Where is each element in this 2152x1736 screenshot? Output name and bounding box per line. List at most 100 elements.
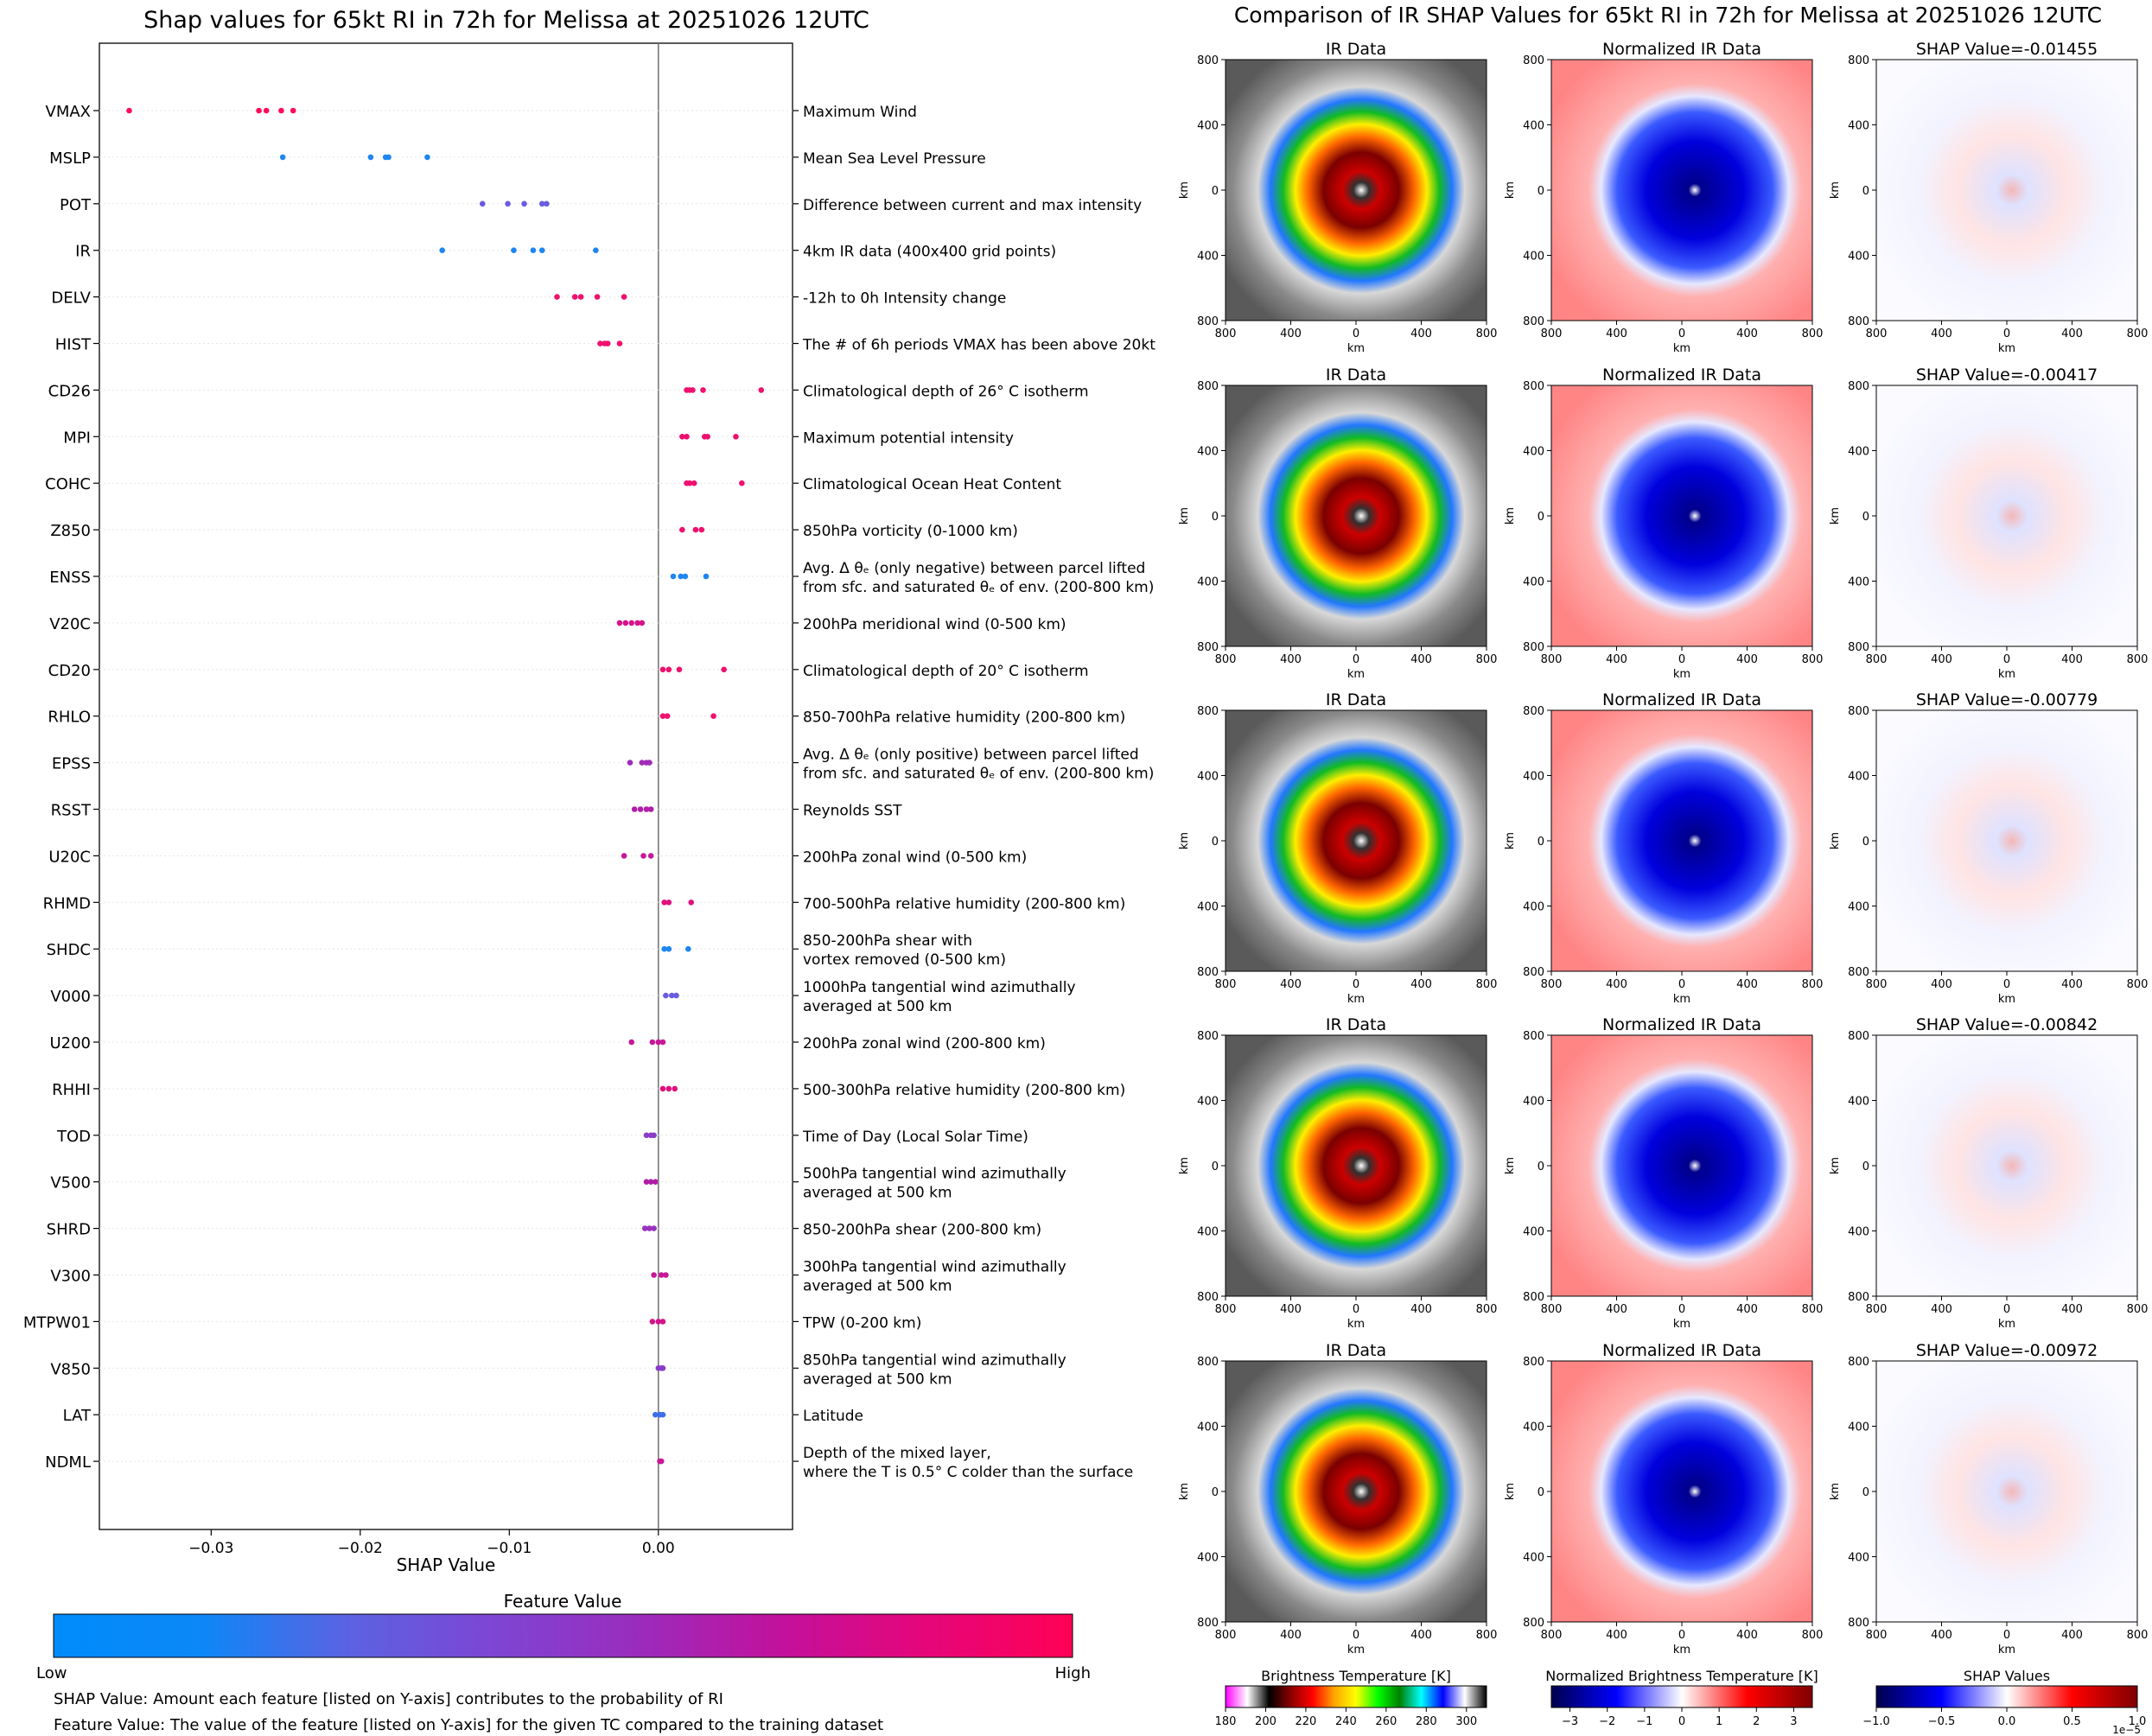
feature-desc-ndml: Depth of the mixed layer, (803, 1445, 991, 1462)
feature-label-tod: TOD (56, 1128, 91, 1146)
panel-title: Normalized IR Data (1602, 1015, 1761, 1034)
panel-image (1876, 710, 2137, 971)
x-tick-label: 400 (1606, 1629, 1627, 1642)
shap-point-u20c (621, 853, 627, 859)
shap-point-u200 (655, 1039, 662, 1046)
shap-point-v500 (647, 1179, 654, 1185)
shap-point-v20c (622, 620, 629, 626)
shap-point-delv (554, 294, 560, 300)
y-tick-label: 400 (1197, 1096, 1219, 1109)
plot-frame (99, 42, 793, 1530)
feature-desc-rhhi: 500-300hPa relative humidity (200-800 km… (803, 1082, 1125, 1099)
y-tick-label: 800 (1197, 705, 1219, 718)
y-tick-label: 400 (1848, 1226, 1869, 1239)
x-tick-label: 800 (1476, 978, 1498, 991)
x-tick-label: 0 (1353, 978, 1359, 991)
shap-point-enss (703, 573, 710, 580)
feature-labels: VMAX MSLP POT IR DELV HIST CD26 MPI COHC Z850 ENSS… (23, 103, 92, 1472)
y-tick-label: 400 (1848, 901, 1869, 914)
panel-image (1551, 1035, 1812, 1296)
y-tick-label: 0 (1862, 1161, 1869, 1173)
y-tick-label: 0 (1862, 836, 1869, 849)
y-tick-label: 0 (1538, 511, 1544, 524)
x-tick-label: 400 (1736, 1629, 1758, 1642)
y-axis-label: km (1829, 1483, 1842, 1500)
x-axis-label: km (1998, 993, 2015, 1006)
y-tick-label: 0 (1212, 185, 1219, 198)
shap-point-mtpw01 (649, 1319, 656, 1325)
feature-label-mpi: MPI (63, 429, 91, 447)
panel-title: SHAP Value=-0.00972 (1916, 1341, 2098, 1360)
ir-colorbars: Brightness Temperature [K] 180 200 220 240 26… (1215, 1668, 2147, 1736)
x-tick-label: 400 (1410, 327, 1432, 340)
shap-point-pot (479, 200, 486, 207)
x-tick-label: 400 (1410, 1629, 1432, 1642)
feature-desc-shdc: vortex removed (0-500 km) (803, 951, 1006, 969)
panel-image (1551, 60, 1812, 321)
ir-panel-r3-c2: Normalized IR Data8008004004000040040080… (1504, 690, 1823, 1006)
y-tick-label: 800 (1523, 1356, 1544, 1369)
shap-point-mtpw01 (659, 1319, 666, 1325)
feature-desc-enss: from sfc. and saturated θₑ of env. (200-… (803, 579, 1154, 596)
shap-point-vmax (290, 107, 296, 114)
y-tick-label: 400 (1848, 576, 1869, 589)
colorbar-tick-label: 200 (1255, 1715, 1277, 1728)
shap-point-mpi (704, 434, 710, 440)
y-tick-label: 400 (1197, 901, 1219, 914)
panel-title: SHAP Value=-0.00779 (1916, 690, 2098, 709)
shap-point-z850 (679, 526, 685, 533)
x-axis-label: km (1347, 668, 1365, 681)
shap-point-u200 (649, 1039, 656, 1046)
panel-image (1226, 710, 1487, 971)
y-tick-label: 800 (1848, 966, 1869, 979)
feature-label-mslp: MSLP (49, 149, 91, 168)
colorbar-title: Brightness Temperature [K] (1261, 1668, 1451, 1684)
y-axis-label: km (1504, 507, 1517, 525)
shap-point-rhmd (665, 900, 672, 906)
x-axis-label: km (1998, 1318, 2015, 1331)
feature-label-v20c: V20C (49, 615, 91, 633)
colorbar-low-label: Low (36, 1664, 67, 1682)
shap-point-vmax (278, 107, 284, 114)
x-tick-label: 800 (1866, 1303, 1888, 1316)
ir-panel-r2-c3: SHAP Value=-0.00417800800400400004004008… (1829, 366, 2148, 681)
ir-panel-r2-c2: Normalized IR Data8008004004000040040080… (1504, 366, 1823, 681)
feature-label-vmax: VMAX (46, 103, 92, 121)
colorbar-gradient (53, 1613, 1073, 1658)
x-tick-label: −0.03 (188, 1540, 233, 1557)
x-tick-label: 400 (1280, 653, 1302, 666)
shap-point-rsst (631, 806, 638, 812)
shap-point-lat (653, 1411, 659, 1418)
x-tick-label: 0 (2003, 978, 2010, 991)
x-tick-label: 400 (1736, 327, 1758, 340)
y-tick-label: 0 (1212, 1161, 1219, 1173)
shap-point-pot (505, 200, 511, 207)
y-axis-label: km (1829, 507, 1842, 525)
x-axis-label: km (1347, 1644, 1365, 1657)
feature-desc-mpi: Maximum potential intensity (803, 429, 1014, 447)
feature-label-mtpw01: MTPW01 (23, 1313, 91, 1332)
shap-point-delv (594, 294, 601, 300)
feature-desc-v000: averaged at 500 km (803, 998, 952, 1015)
panel-title: IR Data (1326, 1015, 1386, 1034)
shap-point-delv (577, 294, 584, 300)
panel-image (1876, 1035, 2137, 1296)
y-tick-label: 800 (1523, 380, 1544, 393)
panel-title: SHAP Value=-0.00842 (1916, 1015, 2098, 1034)
colorbar-tick-label: −2 (1599, 1715, 1615, 1728)
y-tick-label: 0 (1212, 836, 1219, 849)
colorbar-tick-label: −0.5 (1928, 1715, 1956, 1728)
y-tick-label: 400 (1848, 771, 1869, 784)
shap-point-v000 (673, 992, 679, 999)
colorbar-gradient (1875, 1685, 2138, 1708)
y-tick-label: 800 (1523, 1291, 1544, 1304)
y-tick-label: 800 (1848, 705, 1869, 718)
x-tick-label: 800 (1541, 653, 1563, 666)
feature-label-lat: LAT (63, 1407, 92, 1425)
y-tick-label: 800 (1197, 54, 1219, 67)
y-tick-label: 800 (1523, 705, 1544, 718)
feature-desc-epss: Avg. Δ θₑ (only positive) between parcel… (803, 747, 1139, 764)
feature-desc-enss: Avg. Δ θₑ (only negative) between parcel… (803, 560, 1145, 577)
shap-point-mpi (679, 434, 685, 440)
